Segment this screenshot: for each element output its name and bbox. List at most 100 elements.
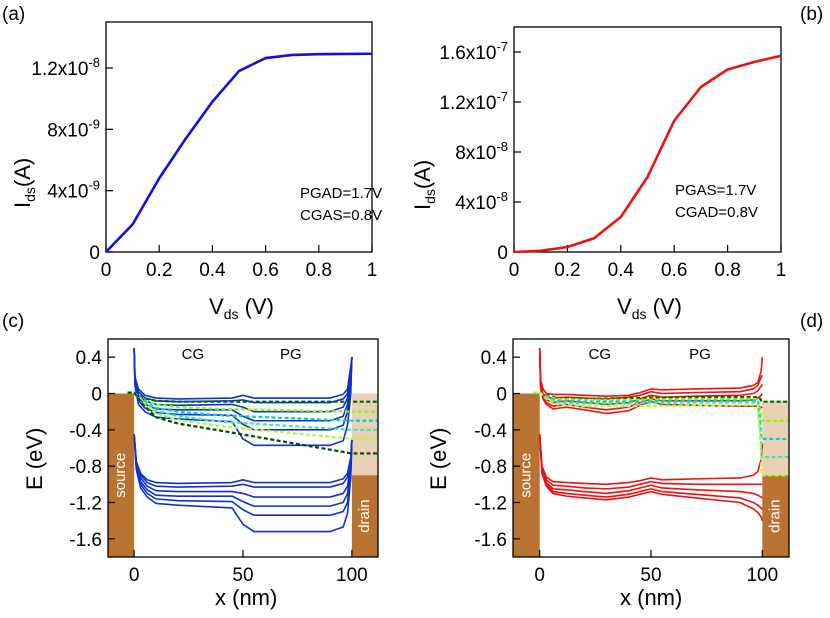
drain-label: drain [767,499,784,532]
x-tick-label: 0.4 [608,260,635,281]
series-layer [105,52,373,253]
gate-region-label: PG [280,346,302,363]
y-axis-label: Ids(A) [10,158,38,208]
valence-band-curve [133,434,353,485]
x-tick-label: 0.6 [661,260,687,281]
x-tick-label: 0 [534,565,545,586]
y-tick-label: -1.6 [69,530,102,551]
valence-band-curve [538,434,763,499]
plot-frame [107,338,379,558]
x-axis-label: Vds (V) [209,294,274,322]
x-tick-label: 1 [776,260,787,281]
y-tick-label: 0 [91,385,102,406]
y-tick-label: -0.8 [474,457,507,478]
series-layer [513,54,782,254]
panel-a: (a) 0 0.2 0.4 0.6 0.8 104x10-98x10-91.2x10-8 … [2,4,382,322]
x-tick-label: 0 [509,260,520,281]
valence-band-curve [133,434,353,507]
panel-label: (d) [800,311,823,332]
y-tick-label: 4x10-8 [455,189,508,214]
panel-c: (c) source drain CG PG 0 50 100 0.4 0 -0.4 -0.8 -1… [2,311,379,610]
conduction-band-curve [538,348,764,398]
source-contact [108,393,135,557]
drain-contact [762,475,789,557]
quasi-fermi-level [127,391,378,455]
x-axis-label: x (nm) [215,585,277,610]
plot-frame [513,26,782,253]
quasi-fermi-level [533,391,789,477]
x-tick-label: 0.6 [252,260,278,281]
gate-region-label: CG [589,346,612,363]
y-tick-label: 0 [89,243,100,264]
y-tick-label: -1.2 [474,494,507,515]
conduction-band-curve [133,348,353,431]
x-tick-label: 0 [129,565,140,586]
y-axis-label: E (eV) [426,428,451,490]
series-layer [533,348,789,521]
panel-label: (c) [2,311,24,332]
quasi-fermi-level [533,391,789,403]
conduction-band-curve [538,348,763,400]
y-axis-label: Ids(A) [410,160,438,210]
y-tick-label: 8x10-9 [47,116,100,141]
plot-frame [512,338,790,558]
contact-layer: source drain CG PG [108,346,378,557]
valence-band-curve [133,434,353,517]
x-tick-label: 0.4 [199,260,226,281]
x-tick-label: 0 [101,260,112,281]
axis-ticks: 0 50 100 0.4 0 -0.4 -0.8 -1.2 -1.6 [474,348,778,586]
x-tick-label: 0.2 [146,260,172,281]
x-tick-label: 0.8 [306,260,332,281]
valence-band-curve [538,434,764,486]
axis-ticks: 0 0.2 0.4 0.6 0.8 1 0 4x10-9 8x10-9 1.2x10-8 [31,55,377,281]
y-tick-label: -0.4 [474,421,507,442]
annotation-pgas: PGAS=1.7V [675,182,756,199]
y-tick-label: 1.2x10-8 [31,55,100,80]
panel-b: (b) 0 0.2 0.4 0.6 0.8 1 0 4x10-8 8x10-8 1.2x10-7 1… [410,4,823,322]
panel-label: (a) [2,4,25,25]
y-tick-label: -0.4 [69,421,102,442]
y-tick-label: 0.4 [481,348,508,369]
annotation-pgad: PGAD=1.7V [300,185,382,202]
x-tick-label: 100 [336,565,368,586]
valence-band-curve [538,434,763,511]
y-tick-label: -1.6 [474,530,507,551]
x-tick-label: 100 [746,565,778,586]
y-tick-label: 0.4 [76,348,103,369]
axis-ticks: 0 50 100 0.4 0 -0.4 -0.8 -1.2 -1.6 [69,348,367,586]
y-tick-label: 4x10-9 [47,178,100,203]
y-tick-label: 8x10-8 [455,139,508,164]
contact-layer: source drain CG PG [513,346,789,557]
y-tick-label: 0 [496,385,507,406]
iv-curve [105,52,373,253]
series-layer [127,348,378,533]
x-tick-label: 50 [640,565,661,586]
y-tick-label: -0.8 [69,457,102,478]
gate-region-label: PG [689,346,711,363]
conduction-band-curve [133,348,353,447]
panel-label: (b) [800,4,823,25]
valence-band-curve [133,434,353,488]
drain-contact [351,475,378,557]
gate-region-label: CG [182,346,205,363]
x-tick-label: 1 [367,260,378,281]
source-label: source [112,453,129,498]
iv-curve [513,54,782,254]
x-tick-label: 50 [232,565,253,586]
valence-band-curve [538,434,764,521]
drain-label: drain [356,499,373,532]
valence-band-curve [133,434,353,498]
drain-level-band [351,393,378,476]
source-contact [513,393,540,557]
x-tick-label: 0.2 [554,260,580,281]
axis-ticks: 0 0.2 0.4 0.6 0.8 1 0 4x10-8 8x10-8 1.2x10-7 1.6x1… [439,39,786,281]
valence-band-curve [538,434,763,490]
plot-frame [105,21,373,253]
conduction-band-curve [538,348,763,406]
quasi-fermi-level [533,391,789,422]
x-axis-label: x (nm) [620,585,682,610]
valence-band-curve [133,434,353,533]
y-axis-label: E (eV) [22,428,47,490]
conduction-band-curve [133,348,353,404]
